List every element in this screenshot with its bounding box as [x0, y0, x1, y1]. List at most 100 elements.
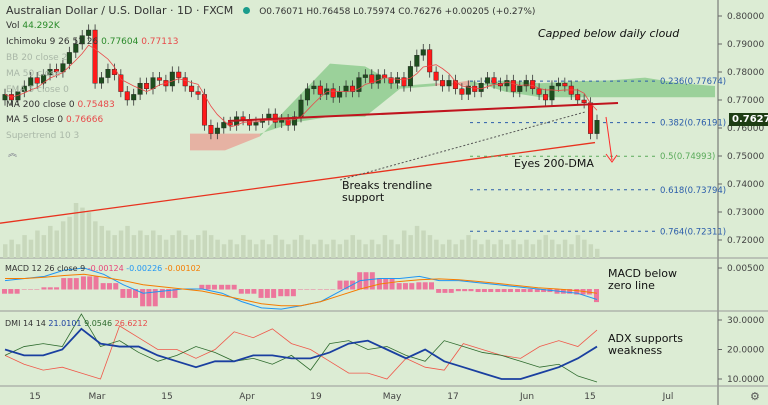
macd-histogram-bar: [133, 289, 138, 298]
candle-down: [285, 119, 291, 126]
price-tick-label: 0.77000: [727, 96, 764, 106]
candle-up: [66, 52, 72, 64]
volume-bar: [163, 239, 169, 258]
candle-down: [382, 74, 388, 78]
fib-level-label: 0.236(0.77674): [660, 77, 726, 87]
candle-down: [189, 85, 195, 92]
macd-histogram-bar: [245, 289, 251, 294]
macd-histogram-bar: [284, 289, 290, 297]
legend-ma200[interactable]: MA 200 close 0 0.75483: [6, 100, 115, 110]
macd-histogram-bar: [251, 289, 257, 294]
candle-up: [523, 80, 529, 87]
volume-bar: [28, 239, 34, 258]
candle-down: [330, 88, 336, 98]
volume-bar: [588, 244, 594, 258]
symbol-title[interactable]: Australian Dollar / U.S. Dollar · 1D · F…: [6, 4, 234, 17]
candle-up: [549, 85, 555, 101]
volume-bar: [125, 225, 130, 258]
candle-down: [472, 85, 478, 92]
price-tick-label: 0.78000: [727, 68, 764, 78]
macd-histogram-bar: [396, 283, 402, 290]
macd-histogram-bar: [100, 283, 106, 290]
volume-bar: [241, 235, 246, 258]
candle-down: [581, 99, 587, 103]
macd-histogram-bar: [330, 289, 336, 290]
candle-up: [292, 116, 298, 126]
candle-up: [375, 74, 381, 84]
macd-histogram-bar: [436, 289, 442, 293]
macd-histogram-bar: [271, 289, 277, 298]
ma5-label: MA 5 close 0: [6, 115, 64, 125]
candle-up: [395, 77, 401, 84]
volume-bar: [569, 244, 574, 258]
candle-up: [131, 94, 137, 101]
candle-down: [317, 85, 323, 95]
volume-bar: [67, 216, 72, 258]
macd-label: MACD 12 26 close 9: [5, 264, 86, 273]
macd-histogram-bar: [317, 289, 323, 290]
fib-level-label: 0.5(0.74993): [660, 152, 715, 162]
volume-bar: [382, 235, 388, 258]
volume-bar: [421, 230, 426, 258]
volume-bar: [401, 230, 407, 258]
legend-supertrend[interactable]: Supertrend 10 3: [6, 131, 80, 141]
legend-ma50[interactable]: MA 50 close: [6, 69, 61, 79]
price-tick-label: 0.72000: [727, 236, 764, 246]
time-axis-label: May: [383, 392, 402, 402]
volume-bar: [530, 244, 536, 258]
macd-histogram-bar: [34, 289, 40, 290]
candle-up: [99, 77, 105, 84]
legend-ema[interactable]: EMA 5 close 0: [6, 85, 69, 95]
legend-ichimoku[interactable]: Ichimoku 9 26 52 26 0.77604 0.77113: [6, 37, 178, 47]
dmi-label: DMI 14 14: [5, 319, 46, 328]
macd-histogram-bar: [199, 284, 205, 290]
macd-histogram-bar: [409, 283, 415, 290]
volume-bar: [472, 239, 478, 258]
macd-histogram-bar: [106, 283, 112, 290]
candle-down: [530, 80, 536, 90]
volume-bar: [543, 235, 549, 258]
macd-histogram-bar: [93, 276, 99, 290]
macd-histogram-bar: [468, 289, 474, 292]
volume-bar: [183, 235, 188, 258]
collapse-legend-icon[interactable]: ︽: [8, 149, 18, 159]
macd-histogram-bar: [67, 278, 73, 290]
macd-legend[interactable]: MACD 12 26 close 9 -0.00124 -0.00226 -0.…: [5, 264, 201, 273]
legend-ma5[interactable]: MA 5 close 0 0.76666: [6, 115, 103, 125]
fib-level-label: 0.382(0.76191): [660, 119, 726, 129]
vol-value: 44.292K: [22, 21, 60, 31]
candle-up: [253, 122, 259, 126]
time-axis-label: Apr: [239, 392, 255, 402]
macd-histogram-bar: [594, 289, 599, 303]
annotation-200dma: Eyes 200-DMA: [514, 157, 594, 170]
chart-header: Australian Dollar / U.S. Dollar · 1D · F…: [6, 4, 535, 17]
ichimoku-cloud-segment: [295, 63, 330, 123]
macd-histogram-bar: [462, 289, 468, 292]
volume-bar: [595, 248, 600, 258]
volume-bar: [305, 239, 310, 258]
candle-up: [150, 77, 156, 89]
legend-bb[interactable]: BB 20 close 2: [6, 53, 68, 63]
macd-histogram-bar: [448, 289, 454, 293]
dmi-legend[interactable]: DMI 14 14 21.0101 9.0546 26.6212: [5, 319, 148, 328]
volume-bar: [498, 239, 503, 258]
settings-gear-icon[interactable]: ⚙: [750, 390, 760, 403]
candle-up: [478, 82, 484, 92]
macd-histogram-bar: [8, 289, 14, 294]
candle-down: [195, 91, 201, 95]
trendline: [227, 102, 619, 122]
volume-bar: [118, 230, 124, 258]
time-axis-label: Jun: [519, 392, 534, 402]
candle-up: [465, 85, 471, 95]
volume-bar: [144, 235, 150, 258]
volume-bar: [48, 225, 53, 258]
price-tick-label: 0.80000: [727, 12, 764, 22]
candle-down: [401, 77, 407, 87]
candle-down: [349, 85, 355, 92]
macd-histogram-bar: [383, 278, 389, 290]
volume-bar: [247, 239, 253, 258]
volume-bar: [9, 239, 14, 258]
macd-histogram-bar: [219, 284, 225, 290]
